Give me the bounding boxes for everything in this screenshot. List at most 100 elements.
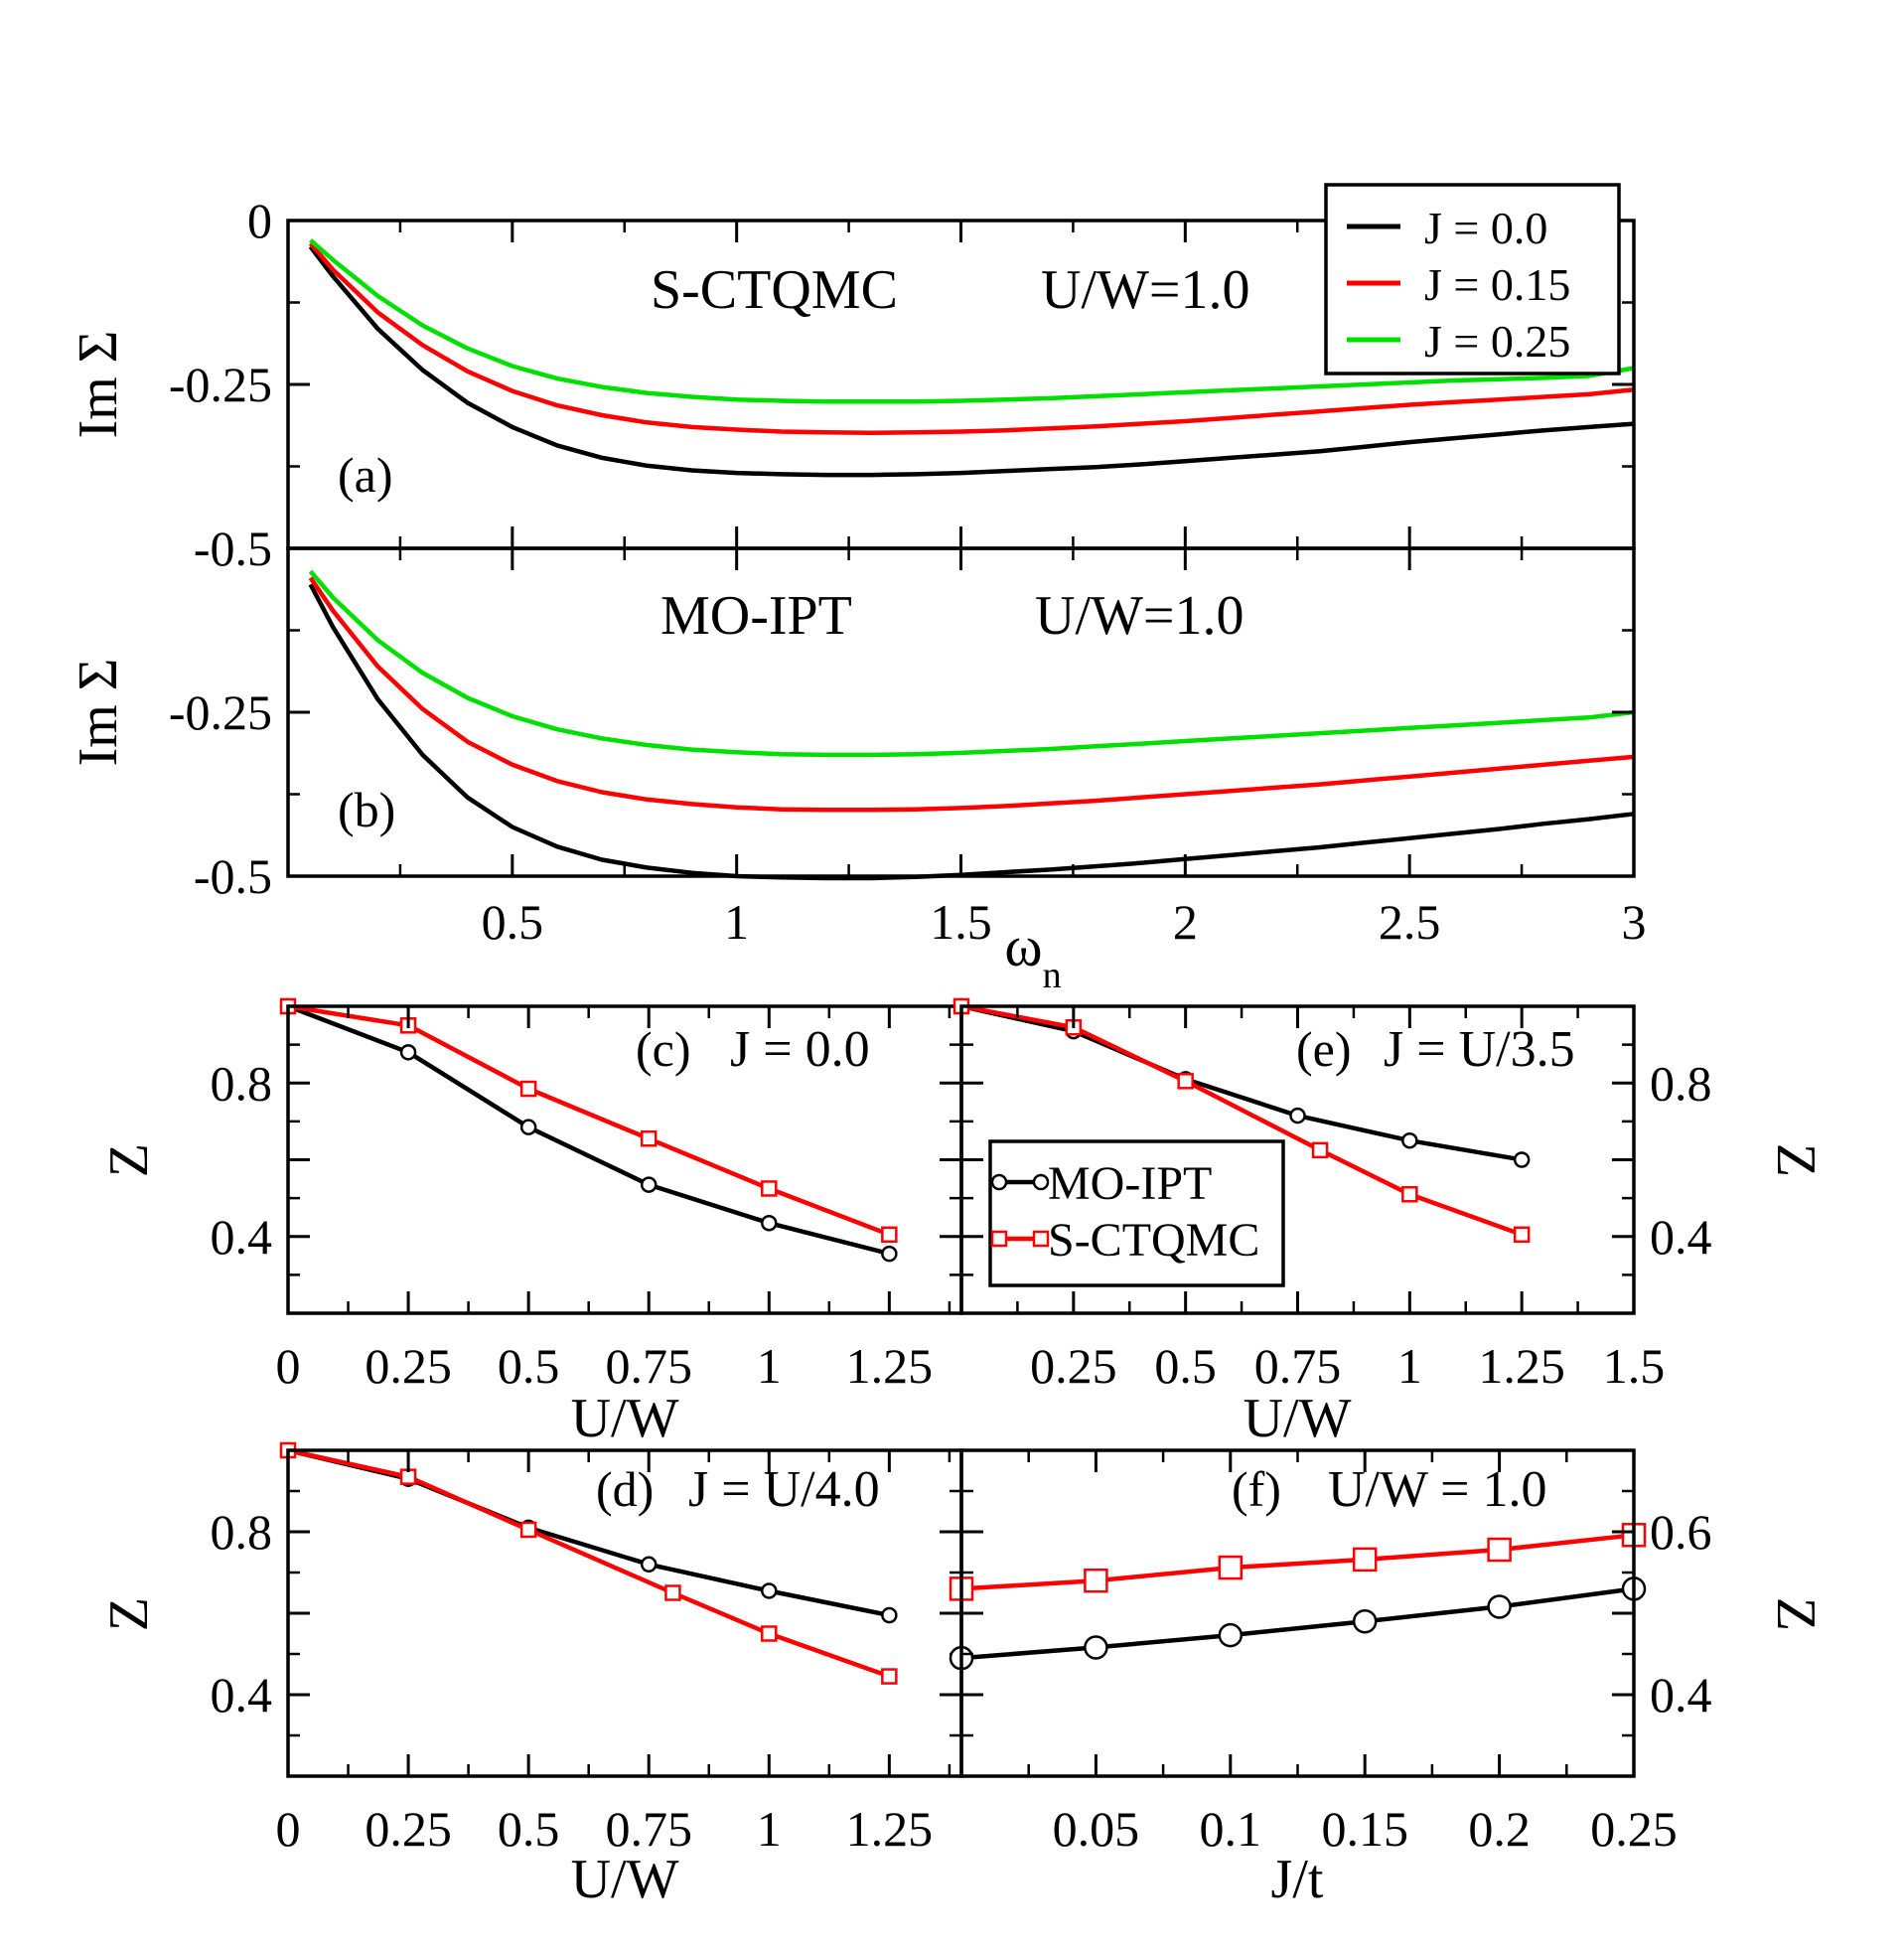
- panel-c-point-mo-ipt: [761, 1214, 778, 1232]
- panel-b-xtick-label: 1: [724, 894, 749, 950]
- panel-a-series-j-0-15: [308, 241, 1635, 436]
- legend-e-marker: [1032, 1230, 1050, 1248]
- panel-b-series-j-0-0: [308, 583, 1635, 881]
- legend-e-entry: MO-IPT: [1048, 1157, 1212, 1210]
- panel-b-series-j-0-25: [308, 569, 1635, 758]
- legend-a-entry: J = 0.15: [1424, 259, 1570, 310]
- panel-f-ytick-label: 0.6: [1650, 1504, 1712, 1560]
- panel-c-xtick-label: 0.5: [498, 1338, 560, 1394]
- panel-d-ylabel: Z: [98, 1597, 160, 1631]
- panel-f-xtick-label: 0.15: [1321, 1801, 1408, 1857]
- legend-e-marker: [990, 1173, 1008, 1191]
- panel-b-xtick-label: 2: [1173, 894, 1198, 950]
- panel-a-series-j-0-25: [309, 238, 1635, 404]
- panel-d-point-mo-ipt: [761, 1582, 778, 1599]
- panel-a-method-label: S-CTQMC: [651, 259, 898, 321]
- panel-a-ytick-label: -0.5: [194, 521, 272, 576]
- panel-c-point-s-ctqmc: [519, 1080, 537, 1098]
- panel-d-point-s-ctqmc: [664, 1584, 681, 1601]
- panel-d-point-s-ctqmc: [761, 1625, 778, 1642]
- panel-d-xtick-label: 0: [276, 1801, 301, 1857]
- panel-d-point-s-ctqmc: [519, 1521, 537, 1539]
- panel-f-ytick-label: 0.4: [1650, 1667, 1712, 1723]
- panel-d-xtick-label: 1: [757, 1801, 782, 1857]
- panel-f-xlabel: J/t: [1271, 1849, 1324, 1910]
- panel-c-xtick-label: 0.75: [605, 1338, 692, 1394]
- panel-b-ytick-label: -0.5: [194, 848, 272, 904]
- legend-e-entry: S-CTQMC: [1048, 1214, 1259, 1267]
- panel-e-xtick-label: 1.5: [1603, 1338, 1666, 1394]
- panel-e-xtick-label: 0.5: [1154, 1338, 1217, 1394]
- panel-e-point-s-ctqmc: [1311, 1141, 1329, 1159]
- panel-e-series-mo-ipt: [960, 1003, 1523, 1162]
- panel-c-point-s-ctqmc: [761, 1180, 778, 1197]
- panel-c-ytick-label: 0.4: [211, 1209, 273, 1265]
- panel-a-label: (a): [338, 447, 393, 503]
- panel-e-ytick-label: 0.4: [1650, 1209, 1712, 1265]
- panel-b-xlabel: ωn: [1004, 914, 1061, 996]
- panel-f-label: (f): [1232, 1461, 1281, 1517]
- panel-d-point-mo-ipt: [881, 1606, 898, 1624]
- panel-c-point-s-ctqmc: [881, 1226, 898, 1244]
- panel-f-point-mo-ipt: [1487, 1594, 1512, 1619]
- panel-e-xtick-label: 0.75: [1254, 1338, 1342, 1394]
- panel-c-ytick-label: 0.8: [211, 1055, 273, 1111]
- panel-e-xtick-label: 1.25: [1478, 1338, 1565, 1394]
- panel-d-series-s-ctqmc: [287, 1447, 891, 1679]
- panel-b-method-label: MO-IPT: [660, 585, 852, 647]
- legend-e-box: [988, 1139, 1285, 1287]
- panel-b-ytick-label: -0.25: [169, 684, 272, 740]
- panel-e-xtick-label: 1: [1397, 1338, 1422, 1394]
- panel-c-xlabel: U/W: [571, 1388, 679, 1449]
- panel-e-xlabel: U/W: [1244, 1388, 1352, 1449]
- panel-a-param-label: U/W=1.0: [1041, 259, 1249, 321]
- panel-a-ylabel: Im Σ: [68, 331, 129, 439]
- panel-e-point-mo-ipt: [1513, 1151, 1531, 1168]
- panel-f-series-mo-ipt: [960, 1586, 1635, 1661]
- panel-c-ylabel: Z: [98, 1143, 160, 1177]
- panel-d-xtick-label: 0.75: [605, 1801, 692, 1857]
- panel-b-xtick-label: 1.5: [930, 894, 992, 950]
- panel-c-point-mo-ipt: [399, 1044, 417, 1061]
- panel-d-point-s-ctqmc: [881, 1668, 898, 1685]
- panel-f-xtick-label: 0.1: [1200, 1801, 1262, 1857]
- panel-e-ylabel: Z: [1765, 1143, 1827, 1177]
- panel-e-point-s-ctqmc: [1177, 1073, 1194, 1090]
- panel-f-series-s-ctqmc: [960, 1533, 1635, 1591]
- panel-f-point-s-ctqmc: [1487, 1537, 1512, 1563]
- legend-a-entry: J = 0.25: [1424, 316, 1570, 367]
- panel-f-ylabel: Z: [1765, 1597, 1827, 1631]
- panel-f-point-s-ctqmc: [1352, 1547, 1378, 1573]
- panel-b-label: (b): [338, 782, 395, 837]
- panel-e-point-s-ctqmc: [1513, 1226, 1531, 1244]
- panel-d-xtick-label: 0.25: [365, 1801, 452, 1857]
- panel-d-point-mo-ipt: [640, 1556, 658, 1574]
- panel-b-xtick-label: 3: [1622, 894, 1647, 950]
- panel-e-series-s-ctqmc: [960, 1003, 1523, 1237]
- panel-c-param-label: J = 0.0: [730, 1021, 870, 1078]
- panel-f-point-s-ctqmc: [1218, 1555, 1244, 1580]
- panel-b-frame: [286, 546, 1636, 878]
- panel-d-ytick-label: 0.4: [211, 1667, 273, 1723]
- legend-e-marker: [1032, 1173, 1050, 1191]
- panel-c-xtick-label: 0.25: [365, 1338, 452, 1394]
- panel-d-ytick-label: 0.8: [211, 1504, 273, 1560]
- panel-e-xtick-label: 0.25: [1030, 1338, 1117, 1394]
- panel-b-series-j-0-15: [308, 576, 1635, 813]
- panel-c-xtick-label: 1: [757, 1338, 782, 1394]
- panel-d-label: (d): [596, 1461, 654, 1517]
- panel-f-xtick-label: 0.05: [1053, 1801, 1140, 1857]
- panel-d-xtick-label: 0.5: [498, 1801, 560, 1857]
- panel-f-point-mo-ipt: [1084, 1635, 1108, 1660]
- panel-a-series-j-0-0: [308, 245, 1635, 478]
- panel-c-xtick-label: 1.25: [846, 1338, 934, 1394]
- panel-a-ytick-label: -0.25: [169, 357, 272, 412]
- panel-e-label: (e): [1296, 1021, 1352, 1077]
- panel-c-point-mo-ipt: [881, 1245, 898, 1263]
- panel-f-point-s-ctqmc: [1084, 1568, 1108, 1593]
- panel-d-param-label: J = U/4.0: [688, 1461, 880, 1518]
- panel-b-xtick-label: 2.5: [1379, 894, 1441, 950]
- panel-c-series-s-ctqmc: [287, 1003, 891, 1237]
- panel-f-param-label: U/W = 1.0: [1328, 1461, 1546, 1518]
